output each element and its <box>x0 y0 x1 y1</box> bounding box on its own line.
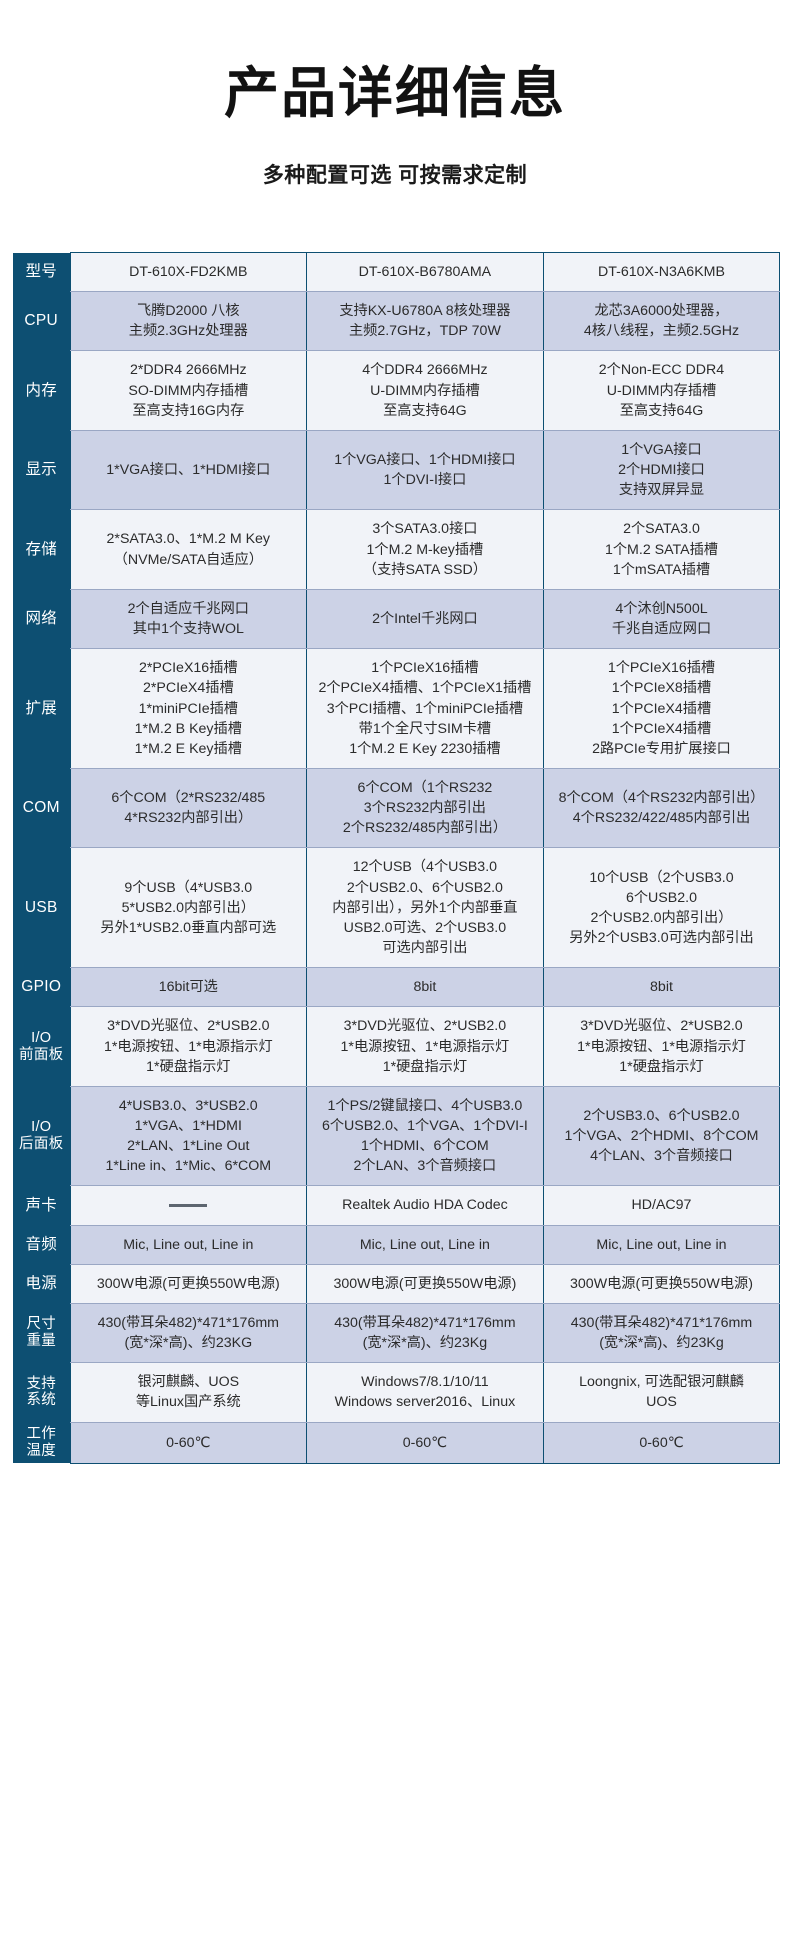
table-cell: 2个SATA3.0 1个M.2 SATA插槽 1个mSATA插槽 <box>542 509 781 590</box>
empty-dash-icon <box>169 1204 208 1208</box>
page-subtitle: 多种配置可选 可按需求定制 <box>262 164 528 188</box>
row-label-型号: 型号 <box>13 252 70 292</box>
table-cell: 0-60℃ <box>306 1421 544 1464</box>
table-cell: 0-60℃ <box>542 1421 781 1464</box>
row-label-支持-系统: 支持 系统 <box>13 1362 70 1423</box>
row-label-USB: USB <box>13 847 70 968</box>
table-row: 尺寸 重量 430(带耳朵482)*471*176mm (宽*深*高)、约23KG… <box>13 1302 781 1364</box>
row-label-存储: 存储 <box>13 509 70 590</box>
table-cell: 1个PS/2键鼠接口、4个USB3.0 6个USB2.0、1个VGA、1个DVI… <box>306 1085 544 1187</box>
table-cell: 1个PCIeX16插槽 2个PCIeX4插槽、1个PCIeX1插槽 3个PCI插… <box>306 648 544 769</box>
table-cell: 1*VGA接口、1*HDMI接口 <box>69 429 307 511</box>
page-header: 产品详细信息 多种配置可选 可按需求定制 <box>0 0 790 189</box>
table-cell: 2*SATA3.0、1*M.2 M Key （NVMe/SATA自适应） <box>69 509 307 590</box>
row-label-I/O-后面板: I/O 后面板 <box>13 1086 70 1186</box>
row-label-I/O-前面板: I/O 前面板 <box>13 1006 70 1087</box>
table-cell: 12个USB（4个USB3.0 2个USB2.0、6个USB2.0 内部引出），… <box>306 847 544 969</box>
table-row: 声卡 Realtek Audio HDA Codec HD/AC97 <box>13 1185 781 1226</box>
row-label-CPU: CPU <box>13 291 70 351</box>
table-row: CPU 飞腾D2000 八核 主频2.3GHz处理器 支持KX-U6780A 8核处… <box>13 291 781 352</box>
table-cell: 1个PCIeX16插槽 1个PCIeX8插槽 1个PCIeX4插槽 1个PCIe… <box>542 648 781 769</box>
table-row: 支持 系统 银河麒麟、UOS 等Linux国产系统 Windows7/8.1/10/… <box>13 1362 781 1423</box>
table-cell: 3*DVD光驱位、2*USB2.0 1*电源按钮、1*电源指示灯 1*硬盘指示灯 <box>306 1006 544 1087</box>
table-row: 网络 2个自适应千兆网口 其中1个支持WOL 2个Intel千兆网口 4个沐创N500… <box>13 588 781 650</box>
table-cell: 2个Intel千兆网口 <box>306 588 544 650</box>
table-cell: 0-60℃ <box>69 1421 307 1464</box>
specification-table: 型号 DT-610X-FD2KMB DT-610X-B6780AMA DT-610X-… <box>13 251 781 1464</box>
table-cell: 3*DVD光驱位、2*USB2.0 1*电源按钮、1*电源指示灯 1*硬盘指示灯 <box>542 1006 781 1087</box>
table-row: GPIO 16bit可选 8bit 8bit <box>13 967 781 1008</box>
table-cell: Mic, Line out, Line in <box>306 1224 544 1265</box>
table-cell: 龙芯3A6000处理器， 4核八线程，主频2.5GHz <box>542 291 781 352</box>
table-cell: DT-610X-N3A6KMB <box>542 251 781 293</box>
table-row: 工作 温度 0-60℃ 0-60℃ 0-60℃ <box>13 1421 781 1464</box>
table-row: I/O 后面板 4*USB3.0、3*USB2.0 1*VGA、1*HDMI 2*… <box>13 1085 781 1187</box>
table-cell: 2*PCIeX16插槽 2*PCIeX4插槽 1*miniPCIe插槽 1*M.… <box>69 648 307 769</box>
table-row: 电源 300W电源(可更换550W电源) 300W电源(可更换550W电源) 300W… <box>13 1263 781 1304</box>
table-cell: 300W电源(可更换550W电源) <box>306 1263 544 1304</box>
row-label-内存: 内存 <box>13 350 70 431</box>
table-cell: 1个VGA接口 2个HDMI接口 支持双屏异显 <box>542 429 781 511</box>
row-label-网络: 网络 <box>13 589 70 649</box>
table-row: 音频 Mic, Line out, Line in Mic, Line out, L… <box>13 1224 781 1265</box>
table-cell: 飞腾D2000 八核 主频2.3GHz处理器 <box>69 291 307 352</box>
table-cell: 3个SATA3.0接口 1个M.2 M-key插槽 （支持SATA SSD） <box>306 509 544 590</box>
table-cell: Mic, Line out, Line in <box>542 1224 781 1265</box>
row-label-声卡: 声卡 <box>13 1185 70 1226</box>
table-cell: 1个VGA接口、1个HDMI接口 1个DVI-I接口 <box>306 429 544 511</box>
table-cell: 支持KX-U6780A 8核处理器 主频2.7GHz，TDP 70W <box>306 291 544 352</box>
table-cell: 10个USB（2个USB3.0 6个USB2.0 2个USB2.0内部引出） 另… <box>542 847 781 969</box>
table-cell: 2个Non-ECC DDR4 U-DIMM内存插槽 至高支持64G <box>542 350 781 431</box>
table-cell: HD/AC97 <box>542 1185 781 1226</box>
table-cell: Windows7/8.1/10/11 Windows server2016、Li… <box>306 1362 544 1423</box>
row-label-尺寸-重量: 尺寸 重量 <box>13 1303 70 1363</box>
row-label-音频: 音频 <box>13 1225 70 1265</box>
row-label-扩展: 扩展 <box>13 648 70 769</box>
table-row: 内存 2*DDR4 2666MHz SO-DIMM内存插槽 至高支持16G内存 4个… <box>13 350 781 431</box>
table-cell: 6个COM（2*RS232/485 4*RS232内部引出） <box>69 767 307 849</box>
table-cell: 6个COM（1个RS232 3个RS232内部引出 2个RS232/485内部引… <box>306 767 544 849</box>
table-cell: 2*DDR4 2666MHz SO-DIMM内存插槽 至高支持16G内存 <box>69 350 307 431</box>
table-cell: 16bit可选 <box>69 967 307 1008</box>
table-cell: 4*USB3.0、3*USB2.0 1*VGA、1*HDMI 2*LAN、1*L… <box>69 1085 307 1187</box>
table-row: 扩展 2*PCIeX16插槽 2*PCIeX4插槽 1*miniPCIe插槽 1*… <box>13 648 781 769</box>
row-label-显示: 显示 <box>13 430 70 510</box>
table-cell: 430(带耳朵482)*471*176mm (宽*深*高)、约23Kg <box>306 1302 544 1364</box>
table-row: COM 6个COM（2*RS232/485 4*RS232内部引出） 6个COM（1… <box>13 767 781 849</box>
table-cell: 3*DVD光驱位、2*USB2.0 1*电源按钮、1*电源指示灯 1*硬盘指示灯 <box>69 1006 307 1087</box>
table-cell: Mic, Line out, Line in <box>69 1224 307 1265</box>
table-cell: 8bit <box>306 967 544 1008</box>
table-cell: 4个沐创N500L 千兆自适应网口 <box>542 588 781 650</box>
table-cell: DT-610X-B6780AMA <box>306 251 544 293</box>
table-row: USB 9个USB（4*USB3.0 5*USB2.0内部引出） 另外1*USB2… <box>13 847 781 969</box>
table-cell <box>69 1185 307 1226</box>
table-cell: 银河麒麟、UOS 等Linux国产系统 <box>69 1362 307 1423</box>
table-cell: 300W电源(可更换550W电源) <box>69 1263 307 1304</box>
table-cell: 430(带耳朵482)*471*176mm (宽*深*高)、约23KG <box>69 1302 307 1364</box>
spec-table-body: 型号 DT-610X-FD2KMB DT-610X-B6780AMA DT-610X-… <box>13 251 781 1464</box>
table-cell: DT-610X-FD2KMB <box>69 251 307 293</box>
table-cell: 8bit <box>542 967 781 1008</box>
table-cell: 300W电源(可更换550W电源) <box>542 1263 781 1304</box>
row-label-GPIO: GPIO <box>13 967 70 1007</box>
row-label-电源: 电源 <box>13 1264 70 1304</box>
table-cell: 2个USB3.0、6个USB2.0 1个VGA、2个HDMI、8个COM 4个L… <box>542 1085 781 1187</box>
table-cell: 4个DDR4 2666MHz U-DIMM内存插槽 至高支持64G <box>306 350 544 431</box>
table-cell: 9个USB（4*USB3.0 5*USB2.0内部引出） 另外1*USB2.0垂… <box>69 847 307 969</box>
row-label-COM: COM <box>13 768 70 848</box>
table-cell: 2个自适应千兆网口 其中1个支持WOL <box>69 588 307 650</box>
table-row: 显示 1*VGA接口、1*HDMI接口 1个VGA接口、1个HDMI接口 1个DVI… <box>13 429 781 511</box>
page-title: 产品详细信息 <box>223 62 566 124</box>
table-cell: 430(带耳朵482)*471*176mm (宽*深*高)、约23Kg <box>542 1302 781 1364</box>
table-row: I/O 前面板 3*DVD光驱位、2*USB2.0 1*电源按钮、1*电源指示灯 … <box>13 1006 781 1087</box>
table-cell: Realtek Audio HDA Codec <box>306 1185 544 1226</box>
table-row: 存储 2*SATA3.0、1*M.2 M Key （NVMe/SATA自适应） 3个… <box>13 509 781 590</box>
table-cell: Loongnix, 可选配银河麒麟 UOS <box>542 1362 781 1423</box>
row-label-工作-温度: 工作 温度 <box>13 1422 70 1464</box>
table-row: 型号 DT-610X-FD2KMB DT-610X-B6780AMA DT-610X-… <box>13 251 781 293</box>
table-cell: 8个COM（4个RS232内部引出） 4个RS232/422/485内部引出 <box>542 767 781 849</box>
